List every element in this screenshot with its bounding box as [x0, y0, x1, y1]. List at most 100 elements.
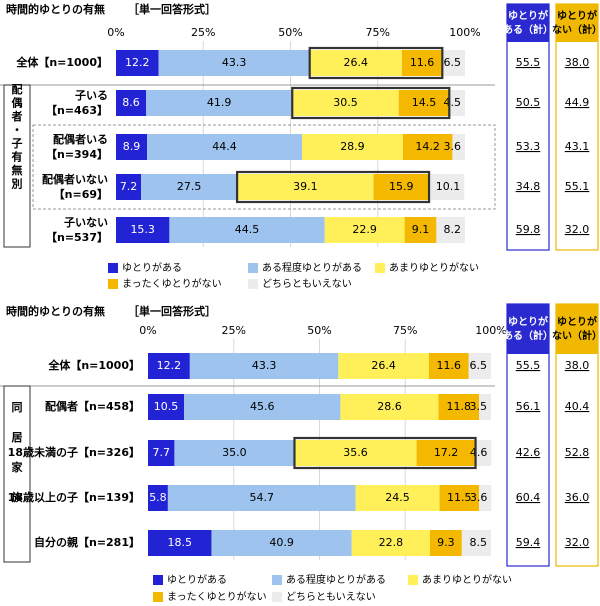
summary-value: 32.0: [565, 536, 590, 549]
data-label: 12.2: [157, 359, 182, 372]
bar-segment: [211, 530, 352, 556]
category-label: 全体【n=1000】: [47, 358, 140, 372]
summary-value: 38.0: [565, 359, 590, 372]
category-label: 子いる: [75, 89, 108, 102]
bar-segment: [436, 217, 465, 243]
chart-title: 時間的ゆとりの有無: [6, 304, 105, 318]
summary-value: 50.5: [516, 96, 541, 109]
bar-segment: [116, 174, 142, 200]
bar-segment: [404, 217, 437, 243]
x-tick-label: 50%: [307, 324, 331, 337]
bar-segment: [452, 134, 465, 160]
summary-value: 56.1: [516, 400, 541, 413]
bar-segment: [373, 174, 430, 200]
summary-value: 55.5: [516, 56, 541, 69]
legend-label: まったくゆとりがない: [122, 277, 222, 290]
data-label: 3.6: [444, 140, 462, 153]
legend-swatch: [153, 592, 163, 602]
bar-segment: [302, 134, 403, 160]
bar-segment: [398, 90, 450, 116]
bar-segment: [169, 217, 325, 243]
bar-segment: [338, 353, 429, 379]
category-label: 全体【n=1000】: [15, 55, 108, 69]
data-label: 17.2: [434, 446, 459, 459]
summary-value: 38.0: [565, 56, 590, 69]
legend-label: ある程度ゆとりがある: [286, 573, 386, 586]
data-label: 11.8: [447, 400, 472, 413]
summary-value: 55.5: [516, 359, 541, 372]
bar-segment: [116, 217, 170, 243]
summary-value: 44.9: [565, 96, 590, 109]
chart-panel-1: 時間的ゆとりの有無 ［単一回答形式］ 0% 25% 50% 75% 100% 配偶者・子有無別…: [0, 2, 600, 290]
data-label: 5.8: [149, 491, 167, 504]
group-label-char: 族: [12, 490, 24, 504]
legend-swatch: [108, 279, 118, 289]
bar-segment: [148, 440, 175, 466]
bar-segment: [324, 217, 405, 243]
summary-value: 36.0: [565, 491, 590, 504]
category-label: 配偶者いない: [42, 172, 108, 186]
data-label: 15.3: [130, 223, 155, 236]
bar-segment: [148, 485, 168, 511]
bar-segment: [416, 440, 476, 466]
legend-label: あまりゆとりがない: [389, 261, 479, 274]
summary-header-bg: [556, 304, 598, 354]
x-tick-label: 100%: [475, 324, 506, 337]
summary-value: 42.6: [516, 446, 541, 459]
data-label: 7.7: [152, 446, 170, 459]
x-tick-label: 0%: [139, 324, 156, 337]
x-tick-label: 0%: [107, 26, 124, 39]
chart-subtitle: ［単一回答形式］: [128, 2, 216, 16]
x-tick-label: 50%: [278, 26, 302, 39]
data-label: 44.5: [235, 223, 260, 236]
legend-label: ある程度ゆとりがある: [262, 261, 362, 274]
legend-swatch: [248, 279, 258, 289]
legend-swatch: [272, 592, 282, 602]
group-label-char: 家: [12, 460, 24, 474]
x-tick-label: 100%: [449, 26, 480, 39]
summary-value: 43.1: [565, 140, 590, 153]
data-label: 54.7: [249, 491, 274, 504]
bar-segment: [116, 50, 159, 76]
bar-segment: [174, 440, 295, 466]
data-label: 10.5: [154, 400, 179, 413]
summary-header: ゆとりが: [557, 315, 598, 328]
x-tick-label: 25%: [222, 324, 246, 337]
group-label-char: 有: [12, 150, 23, 164]
data-label: 4.6: [470, 446, 488, 459]
bar-segment: [461, 530, 491, 556]
category-label: 自分の親【n=281】: [34, 535, 140, 549]
bar-segment: [475, 440, 492, 466]
bar-segment: [148, 394, 185, 420]
bar-segment: [449, 90, 465, 116]
summary-column: [555, 3, 599, 251]
category-label-n: 【n=394】: [46, 148, 108, 161]
summary-value: 32.0: [565, 223, 590, 236]
summary-value: 59.4: [516, 536, 541, 549]
data-label: 6.5: [444, 56, 462, 69]
data-label: 39.1: [293, 180, 318, 193]
data-label: 26.4: [344, 56, 369, 69]
x-tick-label: 25%: [191, 26, 215, 39]
category-label: 18歳未満の子【n=326】: [8, 445, 140, 459]
data-label: 4.5: [444, 96, 462, 109]
data-label: 3.6: [470, 491, 488, 504]
bar-segment: [468, 353, 491, 379]
data-label: 44.4: [212, 140, 237, 153]
summary-header-bg: [507, 4, 549, 42]
legend-label: まったくゆとりがない: [167, 590, 267, 603]
data-label: 9.1: [412, 223, 430, 236]
data-label: 10.1: [436, 180, 461, 193]
data-label: 7.2: [120, 180, 138, 193]
data-label: 6.5: [470, 359, 488, 372]
legend-swatch: [375, 263, 385, 273]
chart-title: 時間的ゆとりの有無: [6, 2, 105, 16]
data-label: 22.9: [352, 223, 377, 236]
data-label: 45.6: [250, 400, 275, 413]
group-label-char: 配: [12, 82, 23, 96]
data-label: 8.6: [122, 96, 140, 109]
data-label: 8.2: [444, 223, 462, 236]
summary-value: 34.8: [516, 180, 541, 193]
